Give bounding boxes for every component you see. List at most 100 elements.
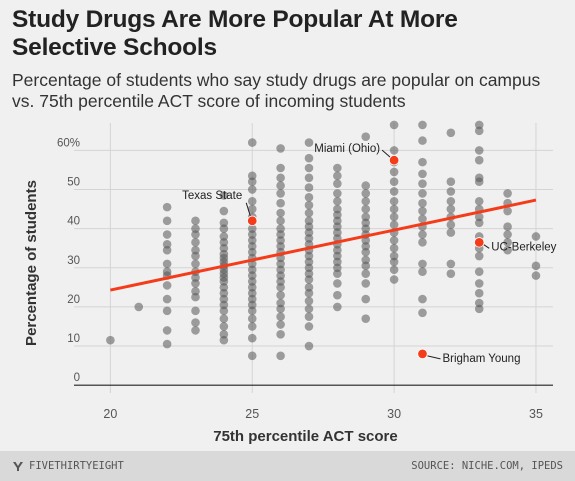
data-point xyxy=(418,169,427,179)
highlight-label: Texas State xyxy=(182,190,242,202)
data-point xyxy=(304,200,314,210)
data-point xyxy=(304,208,314,218)
data-point xyxy=(474,146,484,155)
data-point xyxy=(418,259,427,269)
annotation-leader xyxy=(482,243,490,249)
highlight-point xyxy=(474,237,485,248)
x-tick-label: 35 xyxy=(529,407,543,421)
data-point xyxy=(418,238,427,247)
data-point xyxy=(446,196,456,206)
data-point xyxy=(474,155,484,165)
highlight-point xyxy=(247,215,258,227)
data-point xyxy=(219,314,229,323)
data-point xyxy=(446,177,456,186)
data-point xyxy=(389,265,399,275)
data-point xyxy=(446,228,456,237)
data-point xyxy=(333,179,342,188)
data-point xyxy=(304,193,314,202)
data-point xyxy=(304,322,314,331)
data-point xyxy=(474,298,484,308)
data-point xyxy=(191,224,200,233)
data-point xyxy=(219,218,229,228)
data-point xyxy=(389,120,399,130)
y-tick-label: 20 xyxy=(67,294,80,306)
y-tick-label: 50 xyxy=(67,177,80,189)
data-point xyxy=(418,267,427,276)
chart-title: Study Drugs Are More Popular At More Sel… xyxy=(12,6,458,61)
data-point xyxy=(276,144,285,153)
data-point xyxy=(389,275,399,284)
data-point xyxy=(446,220,456,230)
data-point xyxy=(418,308,427,318)
data-point xyxy=(191,318,200,327)
scatter-chart: 0 10 20 30 40 50 60% 20 25 30 35 75th percentile AC… xyxy=(23,120,557,445)
data-point xyxy=(162,216,172,226)
data-point xyxy=(304,341,314,351)
data-point xyxy=(418,120,427,130)
data-point xyxy=(361,196,371,206)
data-point xyxy=(389,177,399,186)
data-point xyxy=(474,173,484,183)
data-point xyxy=(503,206,512,216)
data-point xyxy=(474,251,484,261)
data-point xyxy=(361,294,371,304)
data-point xyxy=(247,333,257,343)
chart-subtitle: Percentage of students who say study dru… xyxy=(12,70,541,111)
data-point xyxy=(247,204,257,214)
x-tick-label: 25 xyxy=(245,407,259,421)
data-point xyxy=(276,290,285,300)
data-point xyxy=(333,189,342,198)
data-point xyxy=(191,286,200,296)
data-point xyxy=(276,216,285,226)
data-point xyxy=(361,212,371,222)
data-point xyxy=(304,138,314,147)
data-point xyxy=(276,173,285,183)
data-point xyxy=(474,120,484,130)
data-point xyxy=(389,146,399,155)
data-point xyxy=(446,259,456,269)
data-point xyxy=(162,202,172,212)
data-point xyxy=(389,220,399,230)
x-tick-label: 20 xyxy=(103,407,117,421)
x-axis-title: 75th percentile ACT score xyxy=(213,428,398,445)
data-point xyxy=(247,196,257,206)
data-point xyxy=(304,163,314,173)
x-tick-label: 30 xyxy=(387,407,401,421)
data-point xyxy=(219,330,229,339)
data-point xyxy=(333,302,342,312)
data-point xyxy=(333,279,342,288)
data-point xyxy=(333,171,342,181)
highlight-label: UC-Berkeley xyxy=(491,241,556,253)
annotation-leader xyxy=(245,202,251,216)
data-point xyxy=(191,238,200,247)
data-point xyxy=(162,339,172,349)
annotation-leader xyxy=(381,149,391,158)
data-point xyxy=(276,189,285,198)
data-point xyxy=(276,351,285,361)
trend-line-group xyxy=(110,198,537,292)
data-point xyxy=(474,267,484,276)
data-point xyxy=(531,271,541,280)
data-point xyxy=(191,259,200,269)
data-point xyxy=(304,173,314,183)
data-point xyxy=(446,128,456,138)
data-point xyxy=(191,245,200,255)
data-point xyxy=(106,335,115,345)
brand: FIVETHIRTYEIGHT xyxy=(12,460,124,472)
data-point xyxy=(446,204,456,214)
data-point xyxy=(503,189,512,198)
data-point xyxy=(333,204,342,214)
data-point xyxy=(446,187,456,196)
data-point xyxy=(503,238,512,247)
data-point xyxy=(162,267,172,276)
data-point xyxy=(304,304,314,314)
data-point xyxy=(247,171,257,181)
data-point xyxy=(191,306,200,316)
data-point xyxy=(162,230,172,239)
data-point xyxy=(304,153,314,163)
annotation-leader xyxy=(427,355,441,360)
data-point xyxy=(219,191,229,200)
data-point xyxy=(276,181,285,190)
data-point xyxy=(361,132,371,141)
data-point xyxy=(276,312,285,321)
